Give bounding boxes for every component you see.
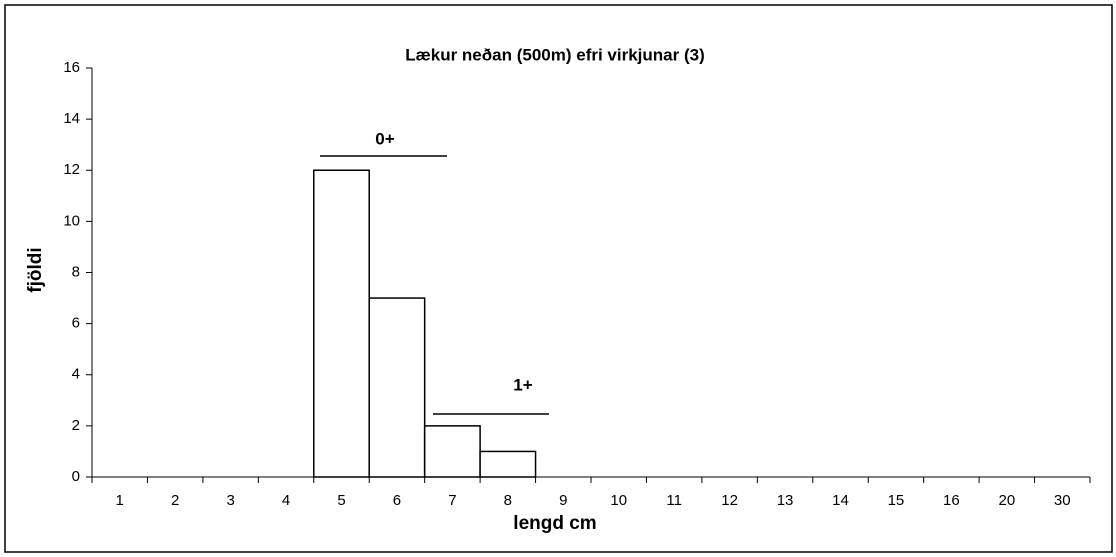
x-tick-label: 13 (777, 492, 794, 509)
x-tick-label: 10 (610, 492, 627, 509)
x-tick-label: 3 (226, 492, 234, 509)
x-tick-label: 7 (448, 492, 456, 509)
bar (479, 450, 537, 478)
x-tick-label: 16 (943, 492, 960, 509)
x-tick-label: 4 (282, 492, 290, 509)
x-tick-label: 2 (171, 492, 179, 509)
bar (423, 425, 481, 478)
x-axis-label: lengd cm (513, 513, 596, 534)
y-tick-label: 10 (63, 212, 80, 229)
x-tick-label: 9 (559, 492, 567, 509)
y-tick-label: 0 (72, 468, 80, 485)
bar (368, 297, 426, 478)
annotation: 1+ (513, 375, 532, 394)
y-tick-label: 6 (72, 315, 80, 332)
x-tick-label: 6 (393, 492, 401, 509)
chart-frame (4, 4, 1113, 553)
y-tick-label: 4 (72, 366, 80, 383)
x-tick-label: 20 (998, 492, 1015, 509)
y-tick-label: 8 (72, 263, 80, 280)
annotation: 0+ (375, 129, 394, 148)
y-axis-label: fjöldi (25, 247, 46, 292)
x-tick-label: 8 (504, 492, 512, 509)
x-tick-label: 11 (666, 492, 682, 509)
x-tick-label: 1 (116, 492, 124, 509)
chart-title: Lækur neðan (500m) efri virkjunar (3) (405, 45, 704, 64)
y-tick-label: 14 (63, 110, 80, 127)
x-tick-label: 14 (832, 492, 849, 509)
bar (313, 169, 370, 478)
y-tick-label: 2 (72, 417, 80, 434)
x-tick-label: 5 (337, 492, 345, 509)
x-tick-label: 15 (888, 492, 905, 509)
y-tick-label: 16 (63, 59, 80, 76)
x-tick-label: 30 (1054, 492, 1071, 509)
x-tick-label: 12 (721, 492, 738, 509)
y-tick-label: 12 (63, 161, 80, 178)
